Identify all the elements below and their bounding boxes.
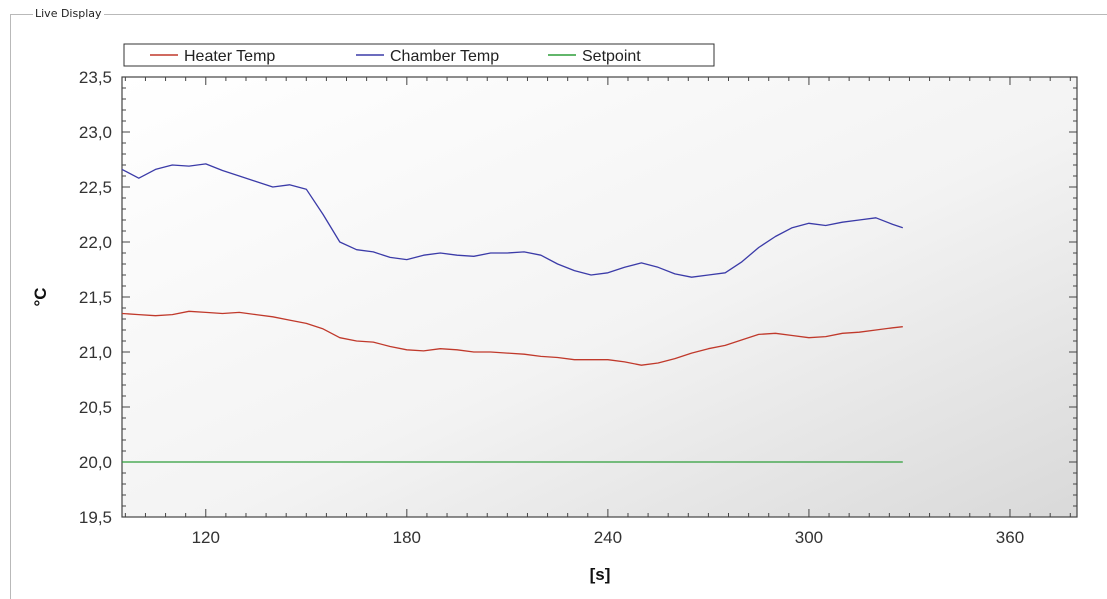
x-axis-label: [s] (590, 565, 611, 584)
legend-label-setpoint: Setpoint (582, 48, 641, 65)
panel-border-left (10, 14, 11, 599)
series-lines (121, 163, 904, 463)
y-tick-label: 20,5 (79, 398, 112, 417)
y-tick-label: 22,0 (79, 233, 112, 252)
x-tick-label: 120 (192, 528, 220, 547)
y-tick-label: 21,5 (79, 288, 112, 307)
y-tick-label: 23,0 (79, 123, 112, 142)
y-tick-label: 23,5 (79, 68, 112, 87)
x-tick-label: 300 (795, 528, 823, 547)
panel-border-top (10, 14, 1107, 15)
legend-label-chamber-temp: Chamber Temp (390, 48, 499, 65)
legend-label-heater-temp: Heater Temp (184, 48, 275, 65)
x-tick-label: 360 (996, 528, 1024, 547)
y-tick-labels: 19,5 20,0 20,5 21,0 21,5 22,0 22,5 23,0 23,5 (79, 68, 112, 527)
panel-title: Live Display (33, 7, 104, 20)
chamber-temp-line (121, 163, 904, 278)
y-tick-label: 21,0 (79, 343, 112, 362)
plot-area (121, 76, 1078, 518)
y-tick-label: 19,5 (79, 508, 112, 527)
y-axis-label: °C (31, 287, 50, 306)
x-tick-label: 180 (393, 528, 421, 547)
legend: Heater Temp Chamber Temp Setpoint (123, 43, 715, 67)
heater-temp-line (121, 310, 903, 366)
y-tick-label: 20,0 (79, 453, 112, 472)
x-tick-label: 240 (594, 528, 622, 547)
x-tick-labels: 120 180 240 300 360 (192, 528, 1025, 547)
axis-ticks (122, 76, 1077, 518)
y-tick-label: 22,5 (79, 178, 112, 197)
